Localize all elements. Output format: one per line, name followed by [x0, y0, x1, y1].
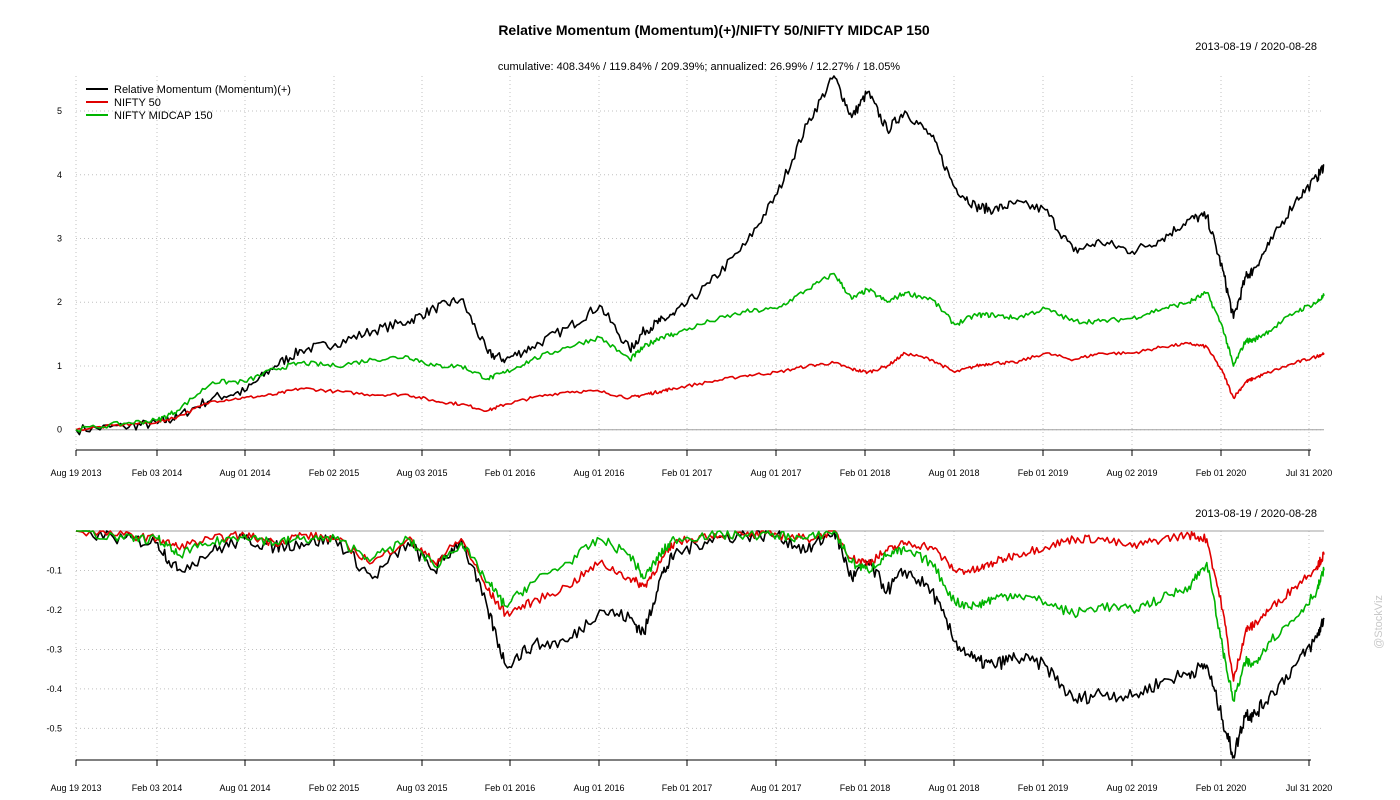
cumulative-x-tick-label: Feb 01 2020: [1196, 468, 1247, 478]
cumulative-x-tick-label: Feb 02 2015: [309, 468, 360, 478]
drawdown-y-tick-label: -0.1: [46, 565, 62, 575]
drawdown-panel: -0.1 -0.2 -0.3 -0.4 -0.5 Aug 19 2013 Feb 03 20…: [46, 530, 1333, 793]
cumulative-x-tick-label: Aug 02 2019: [1106, 468, 1157, 478]
drawdown-x-tick-label: Aug 02 2019: [1106, 783, 1157, 793]
drawdown-y-tick-label: -0.2: [46, 605, 62, 615]
legend-label-strategy: Relative Momentum (Momentum)(+): [114, 84, 291, 96]
cumulative-x-tick-label: Aug 01 2017: [750, 468, 801, 478]
cumulative-series-strategy: [75, 75, 1325, 436]
drawdown-x-tick-label: Feb 01 2016: [485, 783, 536, 793]
drawdown-x-tick-label: Aug 03 2015: [396, 783, 447, 793]
legend-label-nifty50: NIFTY 50: [114, 97, 161, 109]
cumulative-x-tick-label: Aug 01 2014: [219, 468, 270, 478]
drawdown-x-tick-label: Aug 01 2014: [219, 783, 270, 793]
cumulative-x-tick-label: Aug 03 2015: [396, 468, 447, 478]
cumulative-x-tick-label: Aug 01 2016: [573, 468, 624, 478]
cumulative-x-tick-label: Jul 31 2020: [1286, 468, 1333, 478]
drawdown-x-tick-label: Feb 01 2017: [662, 783, 713, 793]
cumulative-y-tick-label: 1: [57, 361, 62, 371]
drawdown-x-tick-label: Feb 03 2014: [132, 783, 183, 793]
drawdown-x-tick-label: Feb 01 2019: [1018, 783, 1069, 793]
cumulative-x-tick-label: Feb 01 2019: [1018, 468, 1069, 478]
drawdown-x-tick-label: Aug 19 2013: [50, 783, 101, 793]
drawdown-y-tick-label: -0.3: [46, 644, 62, 654]
drawdown-series-strategy: [75, 530, 1325, 759]
cumulative-y-tick-label: 2: [57, 297, 62, 307]
drawdown-x-tick-label: Aug 01 2017: [750, 783, 801, 793]
cumulative-y-tick-label: 4: [57, 170, 62, 180]
cumulative-x-tick-label: Feb 03 2014: [132, 468, 183, 478]
cumulative-x-tick-label: Feb 01 2016: [485, 468, 536, 478]
cumulative-y-tick-label: 3: [57, 234, 62, 244]
drawdown-x-tick-label: Aug 01 2016: [573, 783, 624, 793]
cumulative-y-tick-label: 0: [57, 425, 62, 435]
cumulative-y-tick-label: 5: [57, 106, 62, 116]
cumulative-subtitle: cumulative: 408.34% / 119.84% / 209.39%;…: [498, 61, 900, 73]
cumulative-x-tick-label: Feb 01 2018: [840, 468, 891, 478]
drawdown-x-tick-label: Feb 02 2015: [309, 783, 360, 793]
legend: Relative Momentum (Momentum)(+)NIFTY 50N…: [86, 84, 291, 122]
cumulative-x-tick-label: Feb 01 2017: [662, 468, 713, 478]
top-date-range: 2013-08-19 / 2020-08-28: [1195, 41, 1317, 53]
cumulative-panel: 0 1 2 3 4 5 Aug 19 2013 Feb 03 2014 Aug 01 2014 F…: [50, 75, 1333, 478]
drawdown-series-midcap150: [76, 530, 1325, 702]
drawdown-y-tick-label: -0.5: [46, 723, 62, 733]
chart-title: Relative Momentum (Momentum)(+)/NIFTY 50…: [498, 22, 930, 38]
drawdown-x-tick-label: Jul 31 2020: [1286, 783, 1333, 793]
drawdown-series-nifty50: [75, 530, 1325, 682]
cumulative-x-tick-label: Aug 01 2018: [928, 468, 979, 478]
drawdown-x-tick-label: Feb 01 2018: [840, 783, 891, 793]
bottom-date-range: 2013-08-19 / 2020-08-28: [1195, 508, 1317, 520]
legend-label-midcap150: NIFTY MIDCAP 150: [114, 110, 213, 122]
cumulative-series-nifty50: [75, 341, 1325, 432]
drawdown-x-tick-label: Aug 01 2018: [928, 783, 979, 793]
cumulative-series-midcap150: [75, 272, 1325, 433]
watermark: @StockViz: [1373, 595, 1385, 649]
drawdown-y-tick-label: -0.4: [46, 684, 62, 694]
cumulative-x-tick-label: Aug 19 2013: [50, 468, 101, 478]
drawdown-x-tick-label: Feb 01 2020: [1196, 783, 1247, 793]
